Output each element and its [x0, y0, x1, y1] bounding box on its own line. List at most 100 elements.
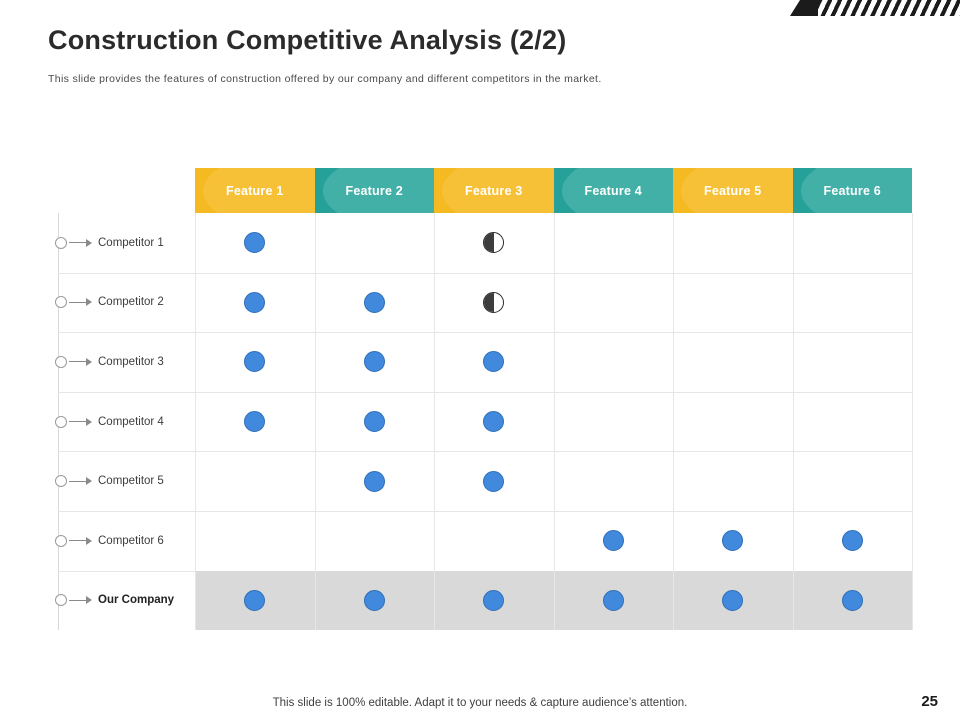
half-support-icon [483, 232, 505, 254]
table-cell[interactable] [434, 392, 554, 452]
table-cell[interactable] [434, 273, 554, 333]
top-bar-hatch-pattern [818, 0, 960, 16]
table-cell[interactable] [195, 213, 315, 273]
table-cell[interactable] [434, 451, 554, 511]
table-cell[interactable] [195, 332, 315, 392]
full-support-icon [841, 530, 863, 552]
table-cell[interactable] [793, 511, 913, 571]
row-bullet-arrow-icon [55, 273, 99, 333]
table-cell[interactable] [315, 571, 435, 631]
table-body: Competitor 1 Competitor 2 Competitor 3 Comp… [55, 213, 913, 631]
row-cells [195, 273, 912, 333]
table-cell[interactable] [793, 213, 913, 273]
table-cell[interactable] [673, 392, 793, 452]
table-cell[interactable] [793, 451, 913, 511]
table-row[interactable]: Our Company [55, 570, 913, 631]
column-divider [195, 213, 196, 631]
table-cell[interactable] [554, 571, 674, 631]
table-row[interactable]: Competitor 6 [55, 511, 912, 572]
column-header-5: Feature 5 [673, 168, 793, 213]
full-support-icon [722, 530, 744, 552]
column-divider [314, 213, 316, 631]
top-bar-white-area [0, 0, 820, 16]
full-support-icon [363, 291, 385, 313]
table-row[interactable]: Competitor 2 [55, 273, 912, 334]
table-row[interactable]: Competitor 3 [55, 332, 913, 393]
table-cell[interactable] [673, 511, 793, 571]
full-support-icon [483, 411, 505, 433]
table-cell[interactable] [434, 571, 554, 631]
table-cell[interactable] [793, 571, 913, 631]
full-support-icon [244, 291, 266, 313]
column-header-6: Feature 6 [792, 168, 912, 213]
table-cell[interactable] [793, 273, 913, 333]
column-header-1: Feature 1 [195, 168, 315, 213]
table-header-row: Feature 1 Feature 2 Feature 3 Feature 4 Feat… [195, 168, 912, 213]
row-label: Competitor 5 [98, 475, 164, 488]
row-cells [195, 511, 912, 571]
table-cell[interactable] [673, 273, 793, 333]
column-header-label: Feature 3 [465, 183, 523, 198]
full-support-icon [841, 589, 863, 611]
row-label: Our Company [98, 594, 175, 607]
full-support-icon [483, 351, 505, 373]
table-cell[interactable] [195, 273, 315, 333]
column-header-label: Feature 5 [704, 183, 762, 198]
table-cell[interactable] [315, 273, 435, 333]
table-cell[interactable] [434, 213, 554, 273]
row-label: Competitor 3 [98, 355, 164, 368]
table-cell[interactable] [793, 392, 913, 452]
full-support-icon [244, 589, 266, 611]
row-cells [195, 451, 912, 511]
full-support-icon [483, 589, 505, 611]
column-divider [912, 213, 913, 631]
full-support-icon [602, 589, 624, 611]
table-cell[interactable] [554, 392, 674, 452]
table-cell[interactable] [195, 511, 315, 571]
table-cell[interactable] [195, 392, 315, 452]
full-support-icon [483, 470, 505, 492]
table-cell[interactable] [434, 332, 554, 392]
half-support-icon [483, 291, 505, 313]
table-cell[interactable] [673, 451, 793, 511]
table-cell[interactable] [673, 571, 793, 631]
table-cell[interactable] [315, 332, 435, 392]
table-row[interactable]: Competitor 5 [55, 451, 912, 512]
row-bullet-arrow-icon [55, 511, 99, 571]
column-header-ellipse [322, 168, 434, 213]
table-cell[interactable] [315, 511, 435, 571]
row-cells [195, 213, 912, 273]
table-cell[interactable] [673, 213, 793, 273]
table-cell[interactable] [793, 332, 913, 392]
column-header-4: Feature 4 [553, 168, 673, 213]
table-cell[interactable] [673, 332, 793, 392]
column-header-ellipse [442, 168, 554, 213]
column-header-label: Feature 4 [584, 183, 642, 198]
table-cell[interactable] [315, 213, 435, 273]
row-label: Competitor 2 [98, 296, 164, 309]
table-cell[interactable] [554, 332, 674, 392]
row-bullet-arrow-icon [55, 451, 99, 511]
table-cell[interactable] [554, 451, 674, 511]
row-label: Competitor 1 [98, 236, 164, 249]
table-cell[interactable] [195, 571, 315, 631]
table-cell[interactable] [315, 392, 435, 452]
full-support-icon [602, 530, 624, 552]
table-cell[interactable] [434, 511, 554, 571]
full-support-icon [244, 411, 266, 433]
row-label: Competitor 4 [98, 415, 164, 428]
row-bullet-arrow-icon [55, 332, 99, 392]
table-cell[interactable] [195, 451, 315, 511]
column-header-ellipse [203, 168, 315, 213]
table-row[interactable]: Competitor 1 [55, 213, 912, 274]
table-row[interactable]: Competitor 4 [55, 392, 913, 453]
column-header-ellipse [800, 168, 912, 213]
row-bullet-arrow-icon [55, 213, 99, 273]
table-cell[interactable] [554, 213, 674, 273]
page-subtitle: This slide provides the features of cons… [48, 73, 602, 85]
competitive-analysis-table: Feature 1 Feature 2 Feature 3 Feature 4 Feat… [55, 168, 913, 631]
column-header-label: Feature 2 [345, 183, 403, 198]
table-cell[interactable] [554, 273, 674, 333]
table-cell[interactable] [554, 511, 674, 571]
table-cell[interactable] [315, 451, 435, 511]
